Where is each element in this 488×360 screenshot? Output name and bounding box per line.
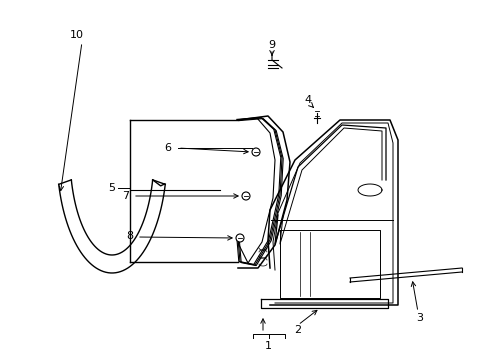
Text: 4: 4 xyxy=(304,95,311,105)
Text: 10: 10 xyxy=(70,30,84,40)
Circle shape xyxy=(236,234,244,242)
Circle shape xyxy=(242,192,249,200)
Circle shape xyxy=(251,148,260,156)
Text: 6: 6 xyxy=(164,143,171,153)
Text: 7: 7 xyxy=(122,191,129,201)
Text: 3: 3 xyxy=(416,313,423,323)
Text: 8: 8 xyxy=(126,231,133,241)
Text: 9: 9 xyxy=(268,40,275,50)
Text: 1: 1 xyxy=(264,341,271,351)
Text: 5: 5 xyxy=(108,183,115,193)
Text: 2: 2 xyxy=(294,325,301,335)
